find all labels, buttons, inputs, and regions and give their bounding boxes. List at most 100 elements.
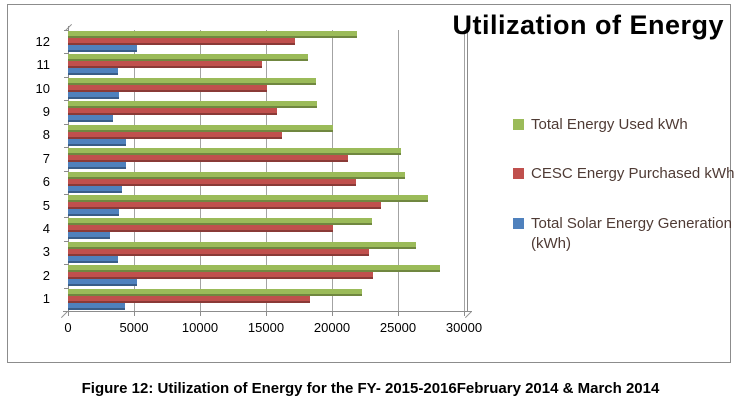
bar [68,101,318,109]
legend-label: CESC Energy Purchased kWh [531,165,735,183]
bar [68,91,120,99]
category-row [68,100,464,124]
bar [68,155,348,163]
chart-title: Utilization of Energy [452,10,724,40]
bar [68,302,125,310]
bar [68,162,127,170]
y-axis-tick [64,123,69,125]
x-axis-tick [332,312,333,316]
gridline [464,30,465,311]
y-axis-labels: 12 11 10 9 8 7 6 5 4 3 2 1 [8,30,60,311]
bar [68,208,120,216]
y-axis-tick [64,30,69,31]
y-axis-tick [64,240,69,242]
legend: Total Energy Used kWh CESC Energy Purchas… [513,115,741,254]
bar [68,84,268,92]
x-tick-label: 25000 [379,320,417,335]
legend-item: CESC Energy Purchased kWh [513,164,741,184]
axis-3d-corner-bottom-left [60,310,69,319]
bar [68,272,373,280]
bar [68,124,334,132]
x-tick-label: 30000 [445,320,483,335]
legend-label: Total Energy Used kWh [531,116,688,133]
y-tick-label: 5 [42,197,50,213]
category-row [68,264,464,288]
y-axis-tick [64,193,69,195]
x-tick-label: 5000 [119,320,149,335]
category-row [68,241,464,265]
gridline [266,30,267,311]
bar [68,295,310,303]
bar [68,201,381,209]
y-tick-label: 8 [42,127,50,143]
y-axis-tick [64,53,69,55]
bar [68,225,334,233]
bar [68,255,119,263]
category-row [68,147,464,171]
y-tick-label: 11 [36,57,51,73]
bar [68,115,113,123]
bar [68,265,441,273]
category-row [68,217,464,241]
bar [68,148,401,156]
bar [68,279,137,287]
bar [68,45,137,52]
bar [68,171,405,179]
category-row [68,288,464,312]
bar [68,61,263,69]
legend-item: Total Solar Energy Generation (kWh) [513,214,741,255]
y-axis-tick [64,76,69,78]
bar [68,185,123,193]
category-row [68,53,464,77]
bar [68,31,358,38]
bar [68,241,417,249]
bar [68,178,356,186]
category-row [68,194,464,218]
bar [68,232,111,240]
y-tick-label: 9 [42,103,50,119]
bar [68,77,317,85]
x-axis-line [63,311,472,312]
legend-swatch-icon [513,119,524,130]
x-tick-label: 0 [64,320,72,335]
bar [68,218,372,226]
y-tick-label: 2 [42,267,50,283]
x-axis-tick [464,312,465,316]
legend-item: Total Energy Used kWh [513,115,741,135]
gridline [200,30,201,311]
legend-label: Total Solar Energy Generation (kWh) [531,214,732,252]
x-tick-label: 10000 [181,320,219,335]
bar [68,108,277,116]
y-axis-tick [64,147,69,149]
y-tick-label: 3 [42,244,50,260]
y-tick-label: 1 [42,291,50,307]
category-row [68,77,464,101]
category-row [68,124,464,148]
y-axis-tick [64,170,69,172]
category-row [68,171,464,195]
bar [68,131,282,139]
bar [68,38,296,45]
gridline [398,30,399,311]
figure-caption: Figure 12: Utilization of Energy for the… [81,380,660,397]
y-tick-label: 6 [42,174,50,190]
category-row [68,30,464,54]
y-axis-tick [64,264,69,266]
y-tick-label: 12 [35,33,50,49]
y-tick-label: 10 [35,80,50,96]
x-axis-tick [134,312,135,316]
bar [68,194,429,202]
bar [68,138,127,146]
axis-3d-corner-bottom-right [464,310,473,319]
y-axis-tick [64,217,69,219]
bar [68,248,369,256]
x-axis-tick [200,312,201,316]
y-axis-tick [64,100,69,102]
bar [68,288,363,296]
y-axis-tick [64,287,69,289]
gridline [134,30,135,311]
gridline [332,30,333,311]
y-tick-label: 7 [42,150,50,166]
bar [68,68,119,76]
x-tick-label: 20000 [313,320,351,335]
